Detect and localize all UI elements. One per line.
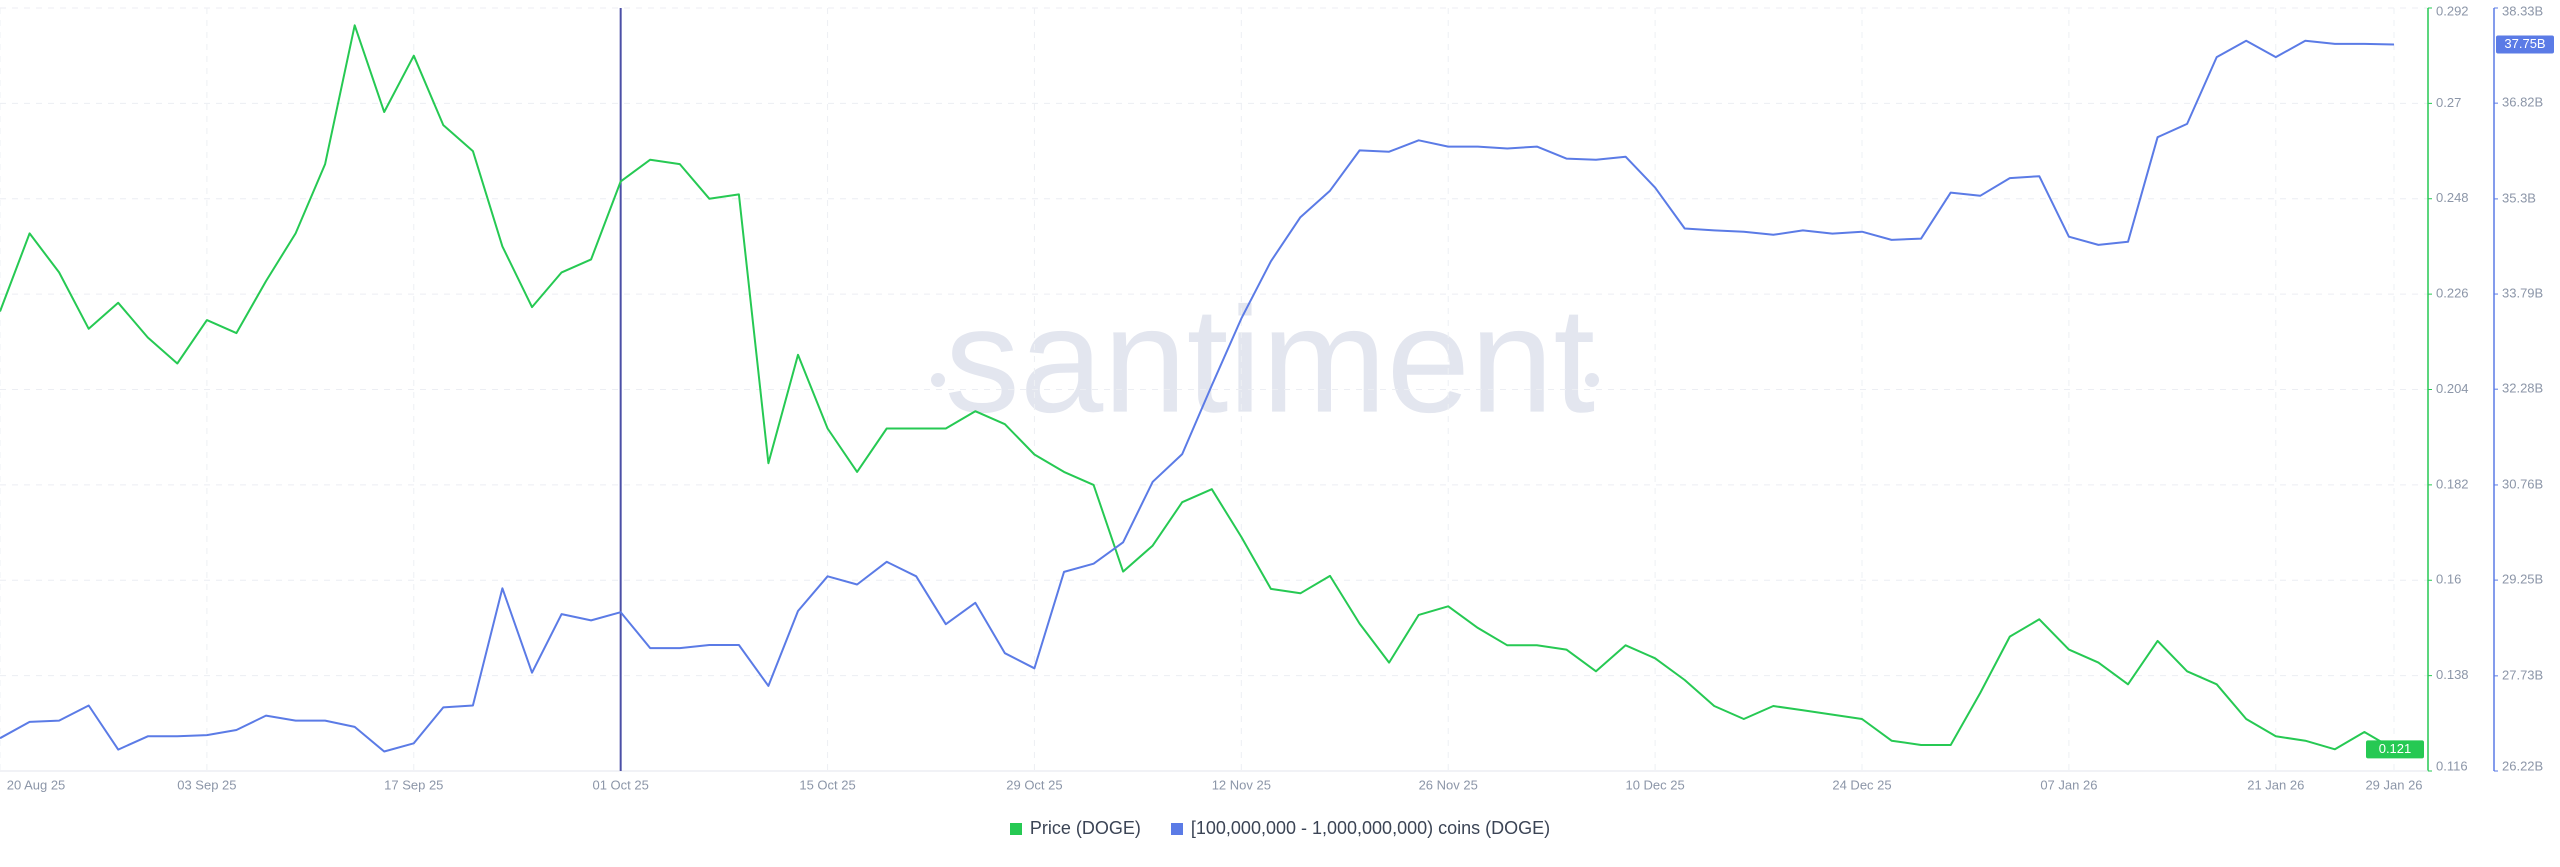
x-tick-label: 03 Sep 25 [177,777,236,792]
y2-tick-label: 26.22B [2502,758,2543,773]
x-tick-label: 07 Jan 26 [2040,777,2097,792]
watermark-dot [931,373,945,387]
legend-label: Price (DOGE) [1029,818,1141,838]
y-tick-label: 0.16 [2436,572,2461,587]
x-tick-label: 10 Dec 25 [1625,777,1684,792]
legend-item[interactable]: Price (DOGE) [1009,818,1141,839]
x-tick-label: 15 Oct 25 [799,777,855,792]
series-line [0,24,2395,751]
y-tick-label: 0.116 [2436,758,2468,773]
y-tick-label: 0.138 [2436,667,2469,682]
y2-tick-label: 38.33B [2502,3,2543,18]
y2-tick-label: 33.79B [2502,285,2543,300]
y-tick-label: 0.292 [2436,3,2469,18]
y-tick-label: 0.182 [2436,476,2469,491]
legend-swatch [1170,822,1183,835]
y-tick-label: 0.226 [2436,286,2469,301]
legend: Price (DOGE) [100,000,000 - 1,000,000,000… [0,818,2560,839]
last-value-label: 0.121 [2379,741,2412,756]
y-tick-label: 0.248 [2436,190,2469,205]
x-tick-label: 20 Aug 25 [7,777,66,792]
x-tick-label: 01 Oct 25 [592,777,648,792]
series-line [0,39,2395,753]
watermark: santiment [945,276,1595,444]
x-tick-label: 21 Jan 26 [2247,777,2304,792]
y2-tick-label: 35.3B [2502,190,2536,205]
x-tick-label: 12 Nov 25 [1212,777,1271,792]
last-value-badge [2496,35,2554,54]
x-tick-label: 29 Oct 25 [1006,777,1062,792]
legend-swatch [1009,822,1022,835]
y2-tick-label: 27.73B [2502,667,2543,682]
legend-label: [100,000,000 - 1,000,000,000) coins (DOG… [1190,818,1551,838]
y2-tick-label: 30.76B [2502,476,2543,491]
last-value-badge [2366,740,2424,759]
y-tick-label: 0.27 [2436,95,2461,110]
y2-tick-label: 32.28B [2502,381,2543,396]
x-tick-label: 26 Nov 25 [1419,777,1478,792]
x-tick-label: 17 Sep 25 [384,777,443,792]
chart: santiment 0.116 0.138 0.16 0.182 0.204 0.226 0.… [0,3,2554,792]
x-tick-label: 24 Dec 25 [1832,777,1891,792]
y2-tick-label: 29.25B [2502,572,2543,587]
watermark-dot [1585,373,1599,387]
x-tick-label: 29 Jan 26 [2365,777,2422,792]
y2-tick-label: 36.82B [2502,95,2543,110]
legend-item[interactable]: [100,000,000 - 1,000,000,000) coins (DOG… [1170,818,1551,839]
y-tick-label: 0.204 [2436,381,2469,396]
last-value-label: 37.75B [2504,36,2545,51]
